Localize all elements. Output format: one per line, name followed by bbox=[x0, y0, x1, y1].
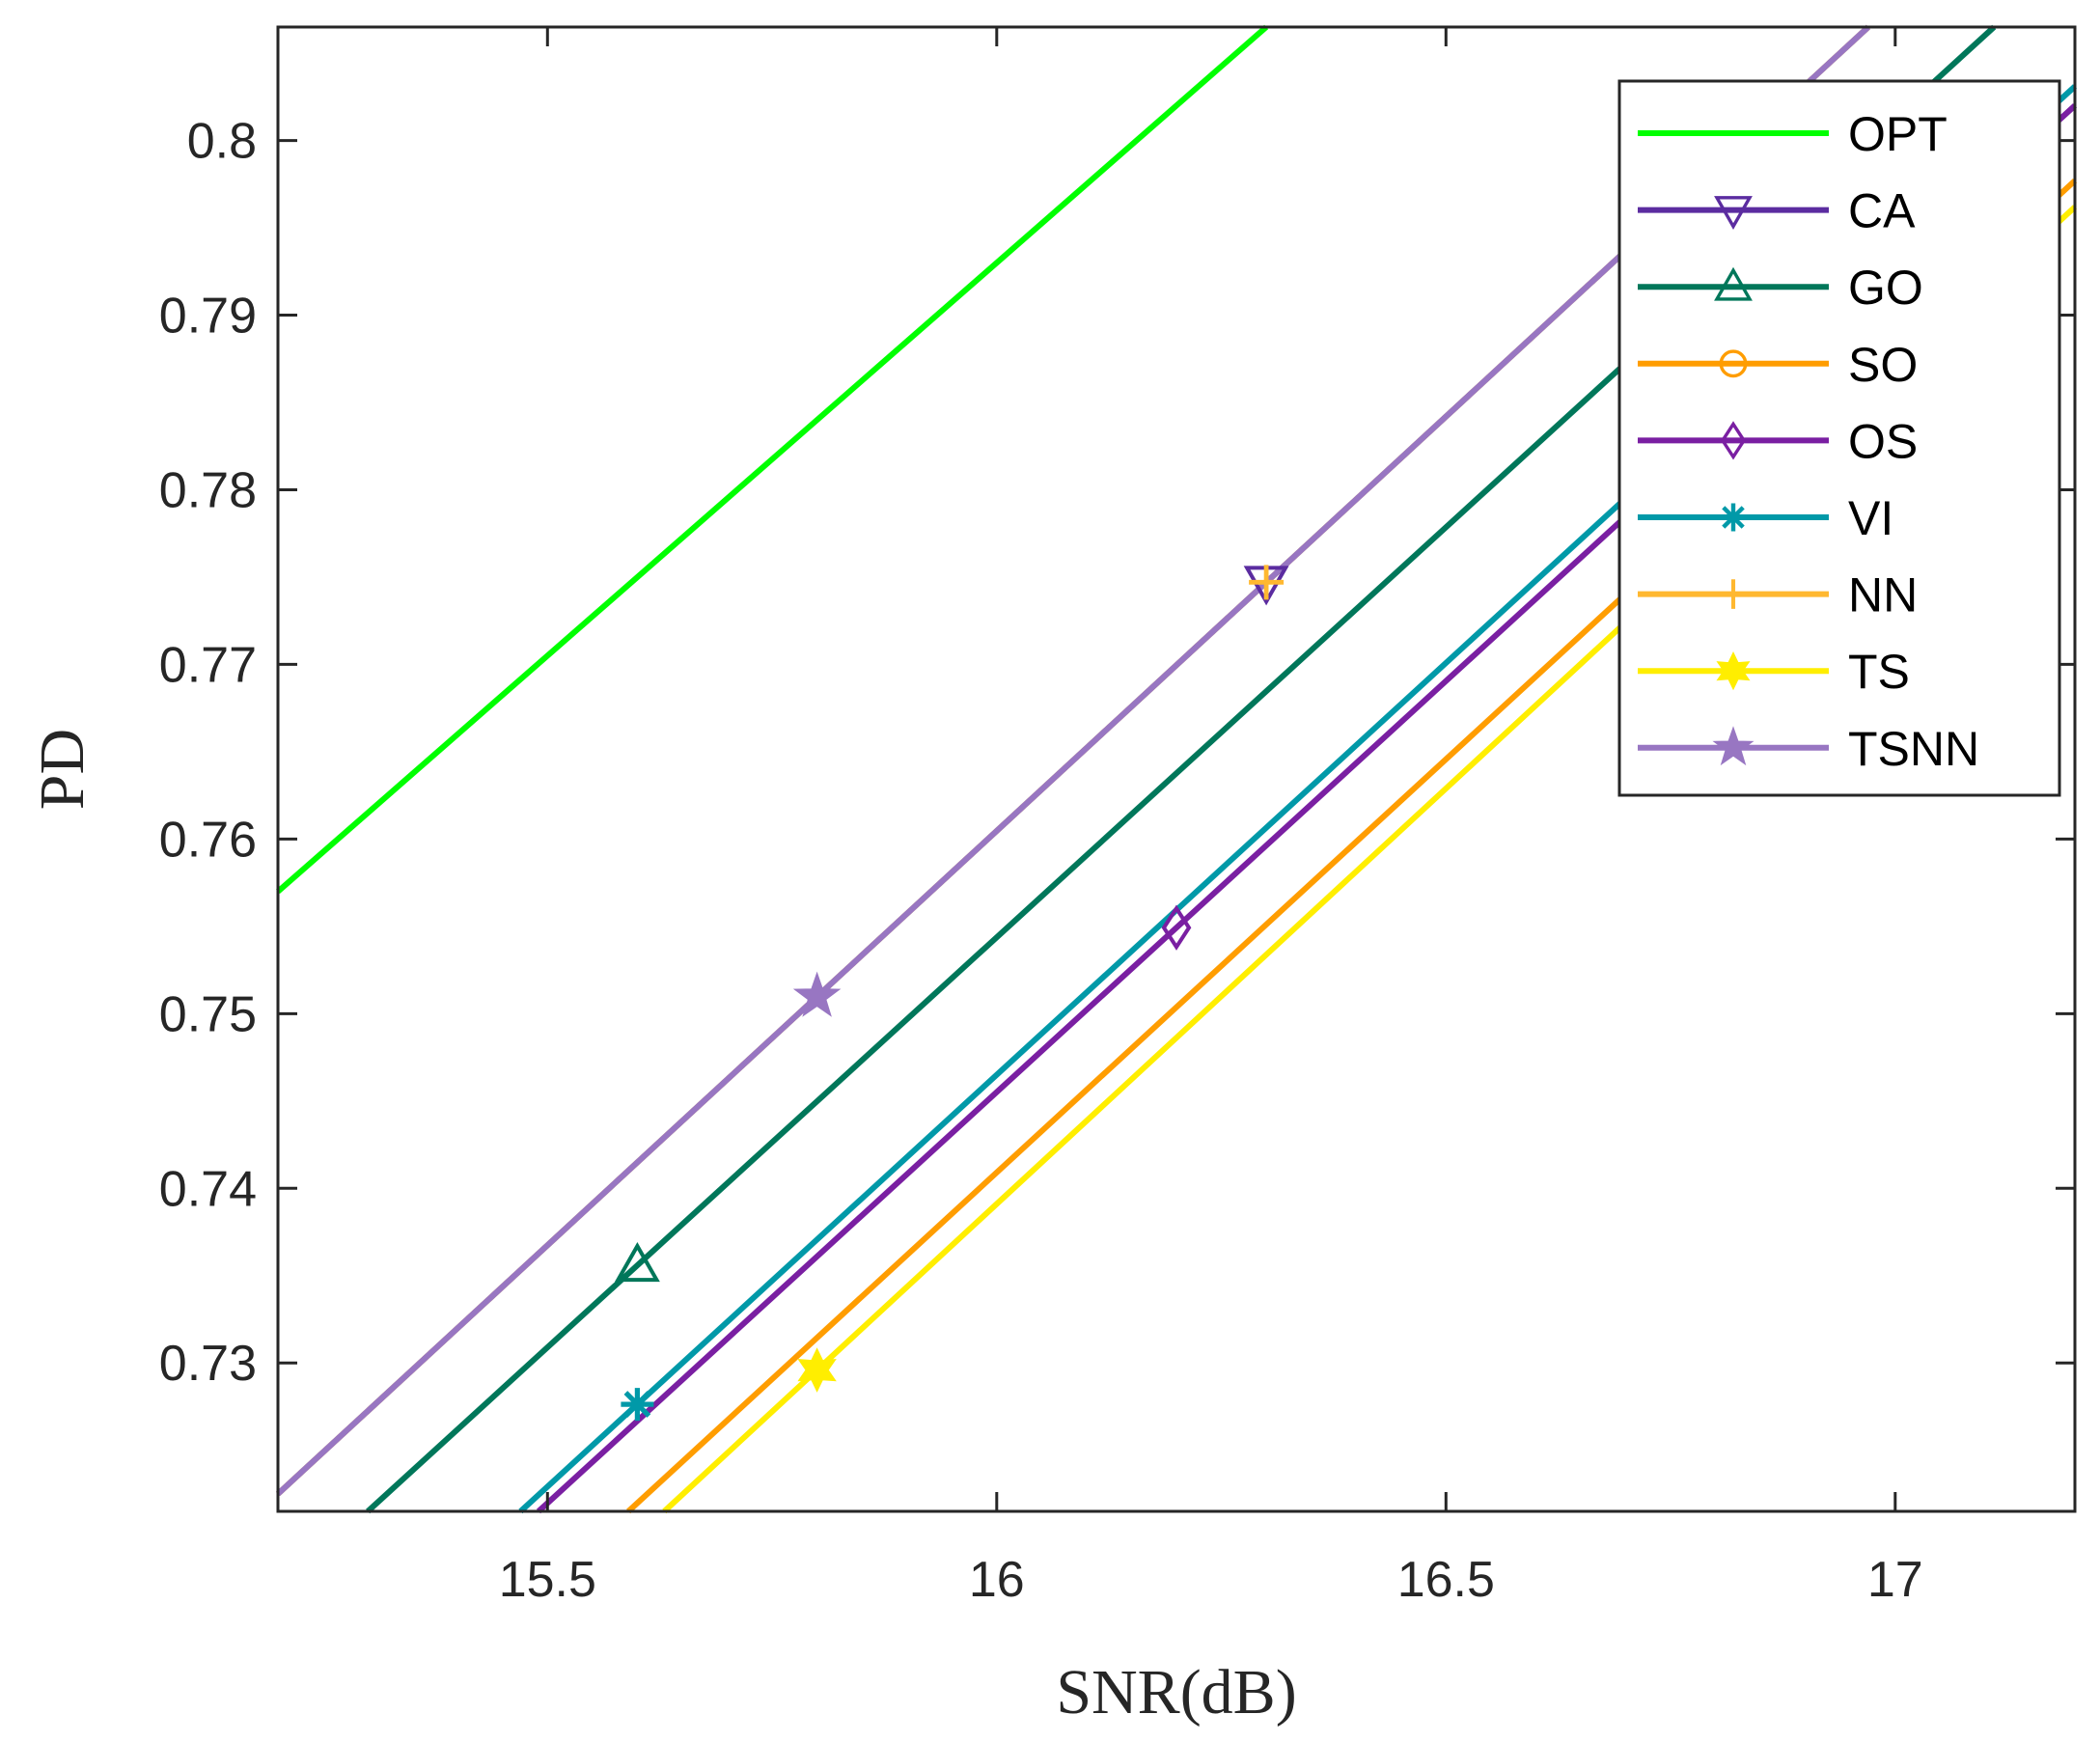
legend-marker-ca bbox=[1714, 196, 1753, 231]
legend-label-nn: NN bbox=[1848, 568, 1918, 622]
marker-tsnn bbox=[792, 971, 842, 1017]
x-tick-label: 16.5 bbox=[1397, 1552, 1495, 1608]
y-axis: 0.73 0.74 0.75 0.76 0.77 0.78 0.79 0.8 bbox=[159, 114, 2075, 1392]
y-axis-title: PD bbox=[27, 729, 97, 810]
marker-vi bbox=[621, 1388, 654, 1422]
y-tick-label: 0.76 bbox=[159, 812, 257, 868]
y-tick-label: 0.77 bbox=[159, 637, 257, 693]
legend-marker-ts bbox=[1716, 650, 1751, 691]
legend-label-go: GO bbox=[1848, 261, 1923, 315]
legend-marker-so bbox=[1719, 349, 1748, 378]
y-tick-label: 0.75 bbox=[159, 986, 257, 1042]
y-tick-label: 0.8 bbox=[187, 114, 257, 170]
x-tick-label: 15.5 bbox=[499, 1552, 596, 1608]
y-tick-label: 0.73 bbox=[159, 1336, 257, 1392]
legend-label-ca: CA bbox=[1848, 184, 1916, 238]
legend-label-os: OS bbox=[1848, 414, 1918, 468]
series-line-tsnn bbox=[275, 24, 1870, 1497]
legend-label-ts: TS bbox=[1848, 645, 1910, 699]
legend-marker-nn bbox=[1718, 579, 1749, 609]
legend-label-opt: OPT bbox=[1848, 107, 1948, 161]
y-tick-label: 0.74 bbox=[159, 1161, 257, 1217]
x-tick-label: 16 bbox=[969, 1552, 1025, 1608]
legend-label-so: SO bbox=[1848, 338, 1918, 392]
series-line-opt bbox=[276, 24, 1269, 894]
plot-frame bbox=[276, 25, 2077, 1513]
x-tick-label: 17 bbox=[1867, 1552, 1923, 1608]
marker-go bbox=[614, 1242, 660, 1283]
y-tick-label: 0.78 bbox=[159, 462, 257, 518]
y-tick-label: 0.79 bbox=[159, 289, 257, 345]
x-axis: 15.5 16 16.5 17 bbox=[499, 27, 1923, 1608]
marker-os bbox=[1161, 904, 1192, 951]
x-axis-title: SNR(dB) bbox=[1056, 1657, 1296, 1728]
legend-marker-go bbox=[1714, 266, 1753, 301]
marker-layer bbox=[614, 565, 1289, 1422]
legend-label-vi: VI bbox=[1848, 491, 1893, 545]
legend-marker-os bbox=[1720, 421, 1747, 460]
marker-ts bbox=[797, 1347, 837, 1393]
legend-marker-vi bbox=[1719, 503, 1748, 532]
marker-nn bbox=[1249, 565, 1285, 600]
legend-marker-tsnn bbox=[1712, 726, 1755, 766]
legend: OPT CA GO SO OS VI NN TS TSNN bbox=[1617, 79, 2061, 797]
legend-label-tsnn: TSNN bbox=[1848, 722, 1979, 776]
